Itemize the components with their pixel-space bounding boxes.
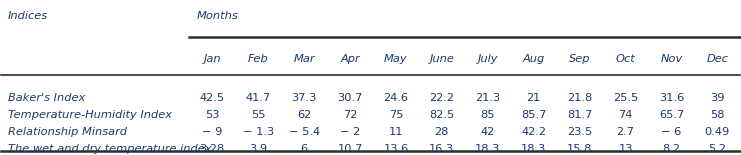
Text: Dec: Dec bbox=[706, 54, 728, 64]
Text: 21.8: 21.8 bbox=[567, 93, 592, 103]
Text: 21.3: 21.3 bbox=[475, 93, 500, 103]
Text: 2.7: 2.7 bbox=[617, 127, 634, 137]
Text: 3.9: 3.9 bbox=[249, 144, 268, 154]
Text: 39: 39 bbox=[710, 93, 725, 103]
Text: 11: 11 bbox=[389, 127, 403, 137]
Text: 3.28: 3.28 bbox=[199, 144, 225, 154]
Text: 23.5: 23.5 bbox=[567, 127, 592, 137]
Text: 16.3: 16.3 bbox=[429, 144, 454, 154]
Text: June: June bbox=[429, 54, 454, 64]
Text: Mar: Mar bbox=[293, 54, 315, 64]
Text: Aug: Aug bbox=[522, 54, 545, 64]
Text: 30.7: 30.7 bbox=[337, 93, 362, 103]
Text: 65.7: 65.7 bbox=[659, 110, 684, 120]
Text: 13.6: 13.6 bbox=[383, 144, 408, 154]
Text: − 6: − 6 bbox=[661, 127, 682, 137]
Text: Apr: Apr bbox=[340, 54, 360, 64]
Text: 24.6: 24.6 bbox=[383, 93, 408, 103]
Text: 58: 58 bbox=[710, 110, 725, 120]
Text: 53: 53 bbox=[205, 110, 219, 120]
Text: July: July bbox=[477, 54, 498, 64]
Text: 18.3: 18.3 bbox=[521, 144, 546, 154]
Text: 42: 42 bbox=[481, 127, 495, 137]
Text: 72: 72 bbox=[343, 110, 357, 120]
Text: 31.6: 31.6 bbox=[659, 93, 684, 103]
Text: 37.3: 37.3 bbox=[291, 93, 316, 103]
Text: 41.7: 41.7 bbox=[245, 93, 270, 103]
Text: 42.2: 42.2 bbox=[521, 127, 546, 137]
Text: 28: 28 bbox=[435, 127, 449, 137]
Text: 21: 21 bbox=[527, 93, 541, 103]
Text: 22.2: 22.2 bbox=[429, 93, 454, 103]
Text: 8.2: 8.2 bbox=[662, 144, 680, 154]
Text: 42.5: 42.5 bbox=[199, 93, 225, 103]
Text: Oct: Oct bbox=[616, 54, 635, 64]
Text: 55: 55 bbox=[251, 110, 265, 120]
Text: 18.3: 18.3 bbox=[475, 144, 500, 154]
Text: May: May bbox=[384, 54, 408, 64]
Text: 10.7: 10.7 bbox=[337, 144, 362, 154]
Text: 15.8: 15.8 bbox=[567, 144, 592, 154]
Text: 85: 85 bbox=[480, 110, 495, 120]
Text: 74: 74 bbox=[618, 110, 633, 120]
Text: 13: 13 bbox=[618, 144, 633, 154]
Text: 75: 75 bbox=[389, 110, 403, 120]
Text: Nov: Nov bbox=[660, 54, 682, 64]
Text: 25.5: 25.5 bbox=[613, 93, 638, 103]
Text: 85.7: 85.7 bbox=[521, 110, 546, 120]
Text: 5.2: 5.2 bbox=[708, 144, 726, 154]
Text: Baker's Index: Baker's Index bbox=[8, 93, 85, 103]
Text: Sep: Sep bbox=[569, 54, 591, 64]
Text: Feb: Feb bbox=[247, 54, 268, 64]
Text: − 5.4: − 5.4 bbox=[288, 127, 319, 137]
Text: Temperature-Humidity Index: Temperature-Humidity Index bbox=[8, 110, 172, 120]
Text: − 2: − 2 bbox=[340, 127, 360, 137]
Text: − 9: − 9 bbox=[202, 127, 222, 137]
Text: 82.5: 82.5 bbox=[429, 110, 454, 120]
Text: 81.7: 81.7 bbox=[567, 110, 592, 120]
Text: The wet and dry temperature index: The wet and dry temperature index bbox=[8, 144, 212, 154]
Text: 0.49: 0.49 bbox=[705, 127, 730, 137]
Text: Jan: Jan bbox=[204, 54, 221, 64]
Text: Relationship Minsard: Relationship Minsard bbox=[8, 127, 127, 137]
Text: 62: 62 bbox=[297, 110, 311, 120]
Text: Indices: Indices bbox=[8, 11, 48, 21]
Text: 6: 6 bbox=[301, 144, 308, 154]
Text: Months: Months bbox=[196, 11, 239, 21]
Text: − 1.3: − 1.3 bbox=[242, 127, 273, 137]
